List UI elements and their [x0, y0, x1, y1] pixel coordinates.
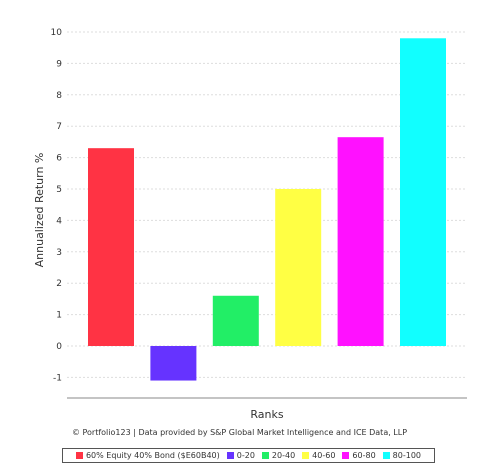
- legend-label: 40-60: [312, 451, 336, 460]
- legend-label: 60-80: [352, 451, 376, 460]
- legend-swatch: [342, 452, 350, 459]
- legend-label: 80-100: [392, 451, 422, 460]
- legend-swatch: [382, 452, 390, 459]
- legend-item: 0-20: [226, 451, 255, 460]
- bar-2: [150, 346, 197, 381]
- y-tick-label: 7: [56, 122, 62, 132]
- y-tick-label: 0: [56, 342, 62, 352]
- chart-legend: 60% Equity 40% Bond ($E60B40) 0-20 20-40 40…: [62, 448, 435, 463]
- bars: [88, 38, 446, 381]
- bar-1: [88, 148, 134, 346]
- legend-swatch: [75, 452, 83, 459]
- y-tick-label: -1: [53, 373, 62, 383]
- bar-6: [400, 38, 446, 346]
- y-tick-label: 4: [56, 216, 62, 226]
- data-credit: © Portfolio123 | Data provided by S&P Gl…: [71, 428, 408, 437]
- y-tick-label: 9: [56, 59, 62, 69]
- legend-item: 60% Equity 40% Bond ($E60B40): [75, 451, 220, 460]
- bar-4: [275, 189, 322, 346]
- legend-item: 80-100: [382, 451, 422, 460]
- legend-item: 20-40: [261, 451, 296, 460]
- y-axis-title: Annualized Return %: [33, 153, 46, 268]
- legend-label: 60% Equity 40% Bond ($E60B40): [85, 451, 220, 460]
- legend-item: 40-60: [302, 451, 335, 460]
- bar-3: [212, 295, 259, 346]
- legend-item: 60-80: [342, 451, 376, 460]
- legend-swatch: [226, 452, 234, 459]
- bar-5: [337, 137, 384, 346]
- y-tick-label: 5: [56, 185, 62, 195]
- y-tick-label: 6: [56, 154, 62, 164]
- legend-swatch: [302, 452, 310, 459]
- y-tick-label: 2: [56, 279, 62, 289]
- y-axis-ticks: -1 0 1 2 3 4 5 6 7 8 9 10: [51, 28, 63, 383]
- legend-swatch: [261, 452, 269, 459]
- legend-label: 0-20: [236, 451, 255, 460]
- x-axis-title: Ranks: [250, 408, 283, 421]
- y-tick-label: 10: [51, 28, 63, 38]
- legend-label: 20-40: [271, 451, 296, 460]
- y-tick-label: 1: [56, 311, 62, 321]
- y-tick-label: 8: [56, 91, 62, 101]
- y-tick-label: 3: [56, 248, 62, 258]
